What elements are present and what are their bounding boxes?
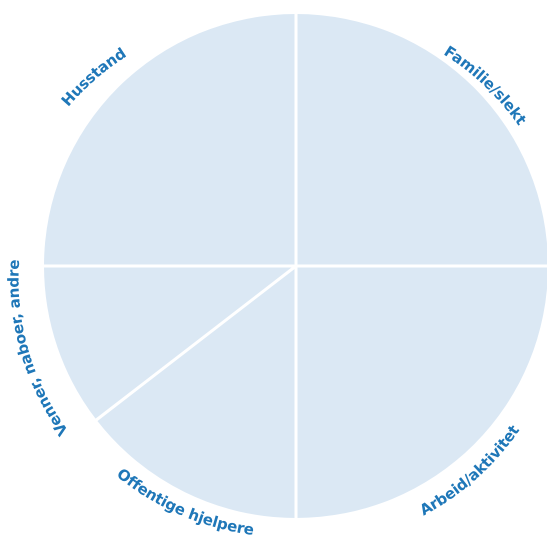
sector-venner — [44, 266, 296, 420]
sector-arbeid — [296, 266, 547, 518]
divider-lower-left — [94, 264, 297, 423]
sectors-group — [44, 14, 547, 518]
dividers-group — [42, 12, 547, 520]
sector-husstand — [44, 14, 296, 266]
sector-offentlige — [96, 266, 297, 518]
sector-familie — [296, 14, 547, 266]
